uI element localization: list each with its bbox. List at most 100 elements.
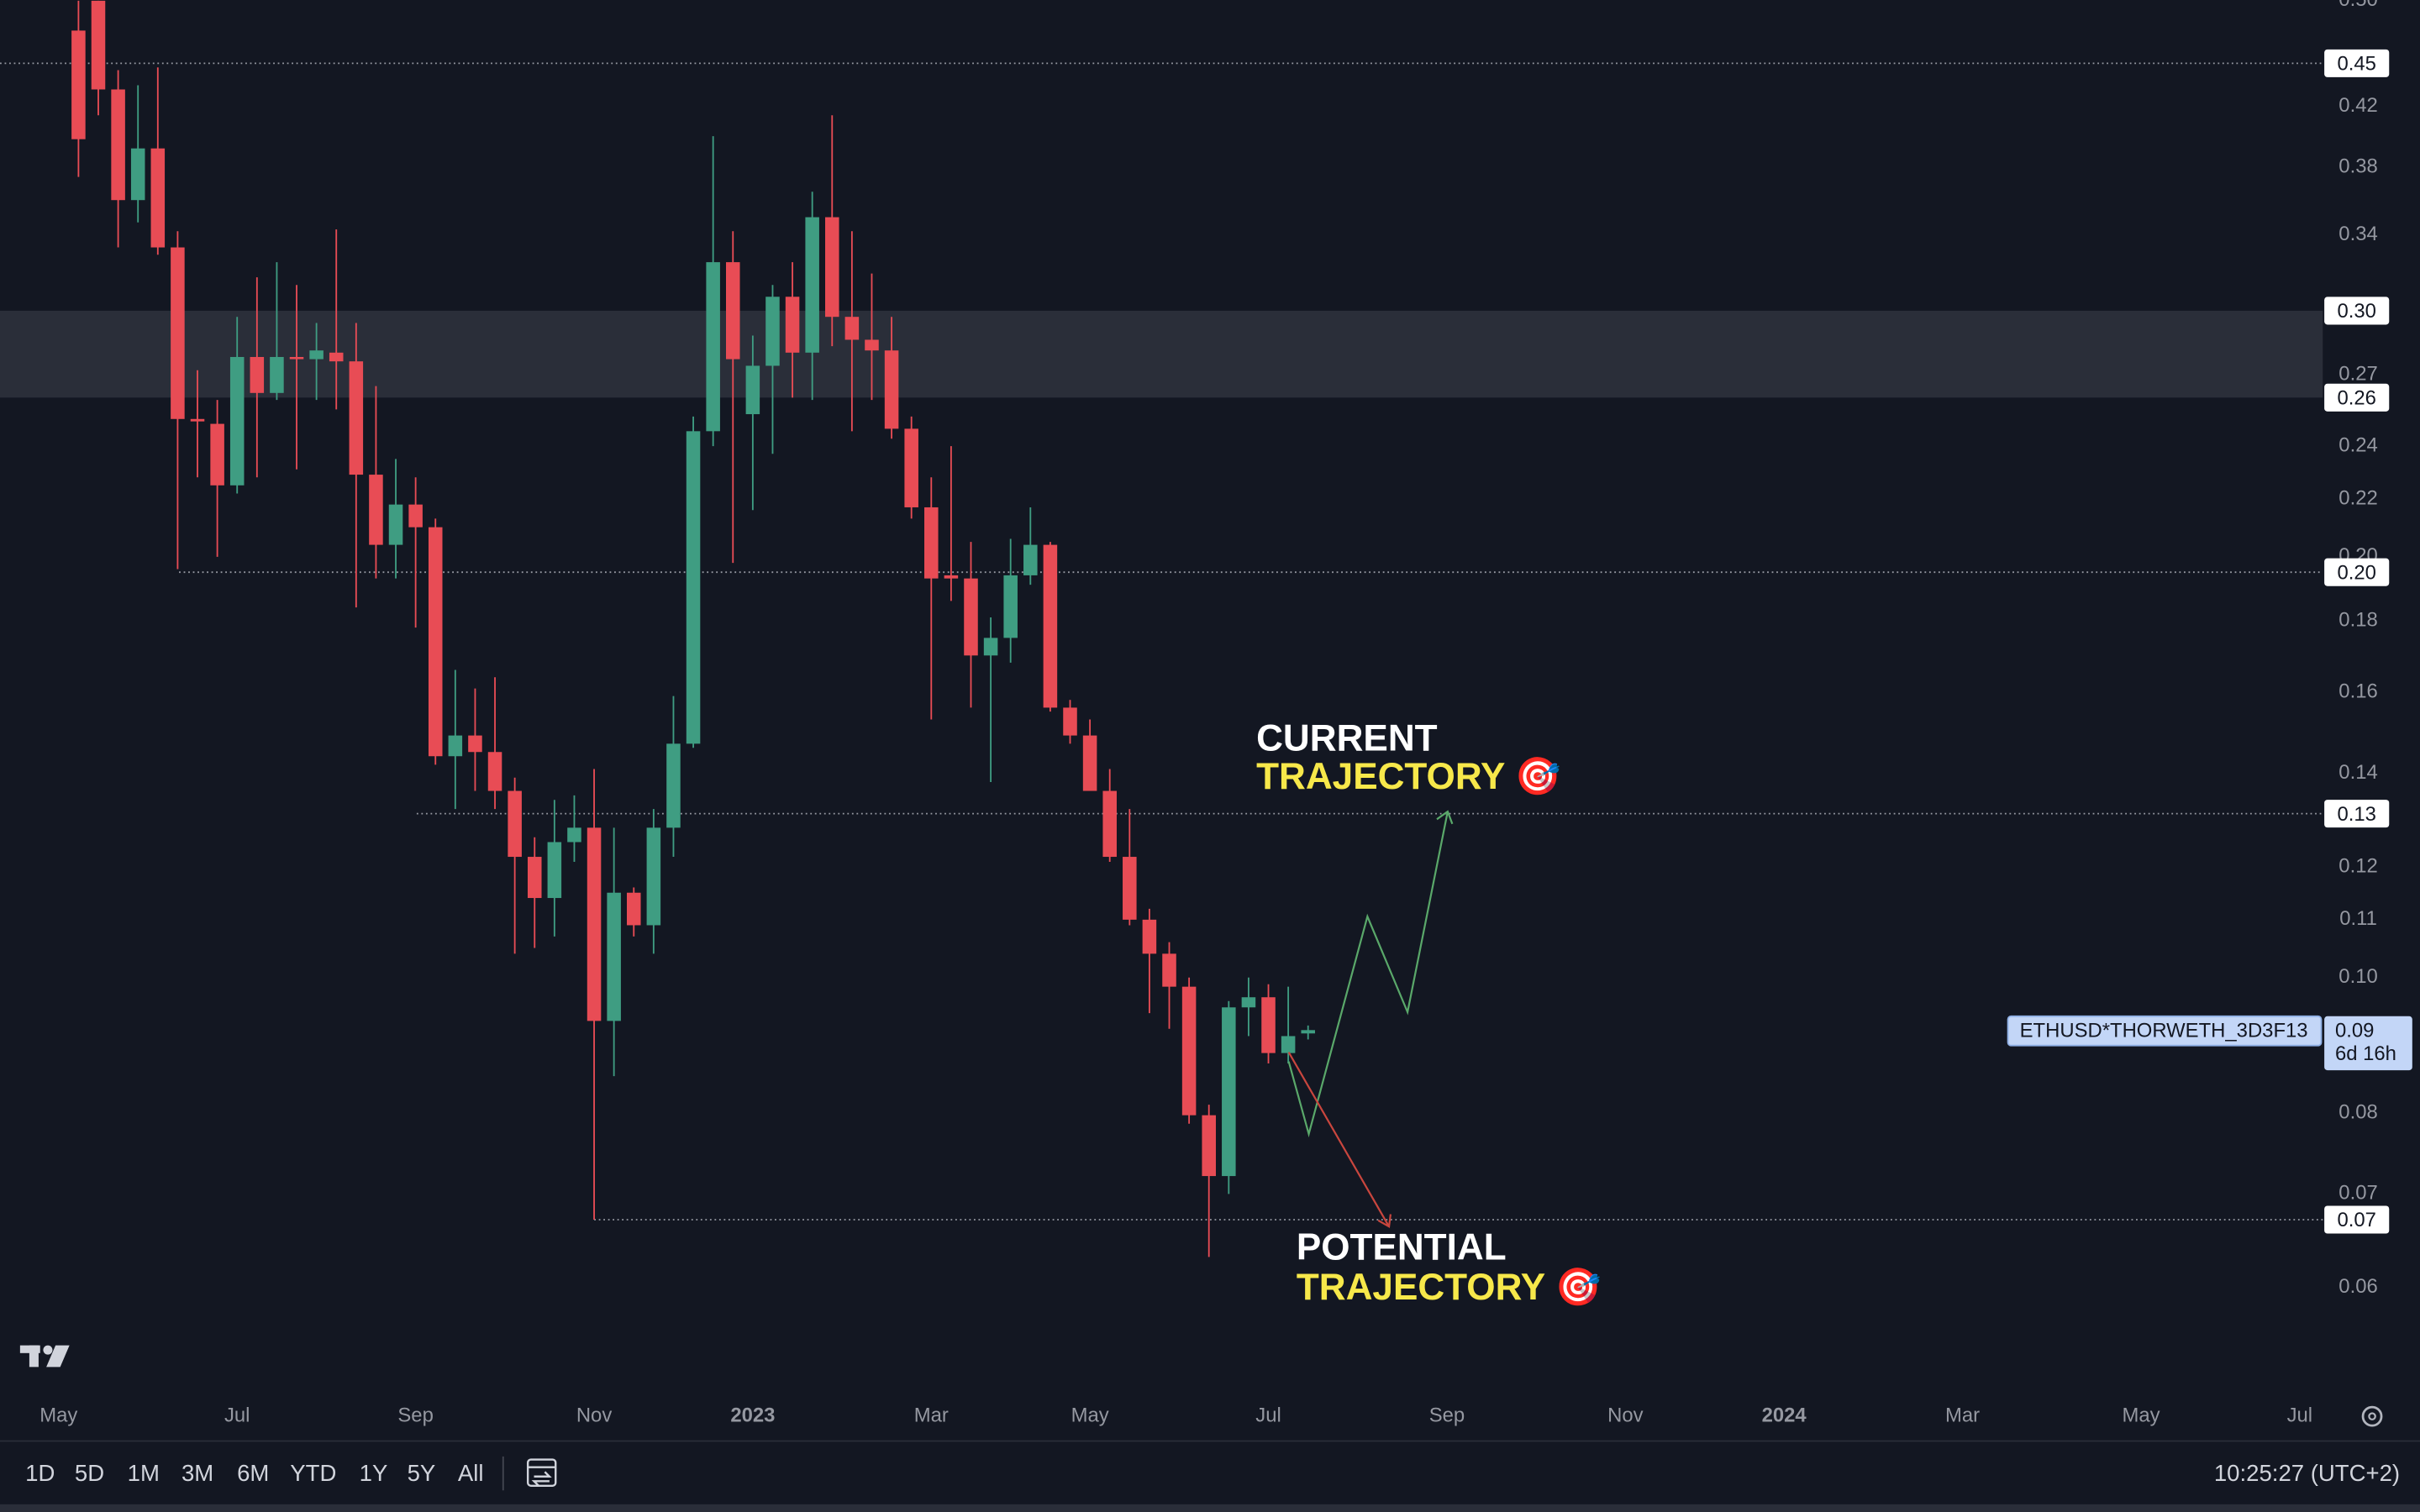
date-range-icon[interactable] [526, 1458, 557, 1487]
candle-body [1123, 857, 1137, 920]
candle-body [666, 743, 681, 828]
countdown: 6d 16h [2335, 1042, 2396, 1065]
candle-body [1082, 735, 1097, 791]
toolbar: 1D 5D 1M 3M 6M YTD 1Y 5Y All [25, 1460, 483, 1486]
bottom-strip [0, 1504, 2420, 1512]
x-tick-label: 2024 [1762, 1404, 1807, 1426]
candle-body [964, 578, 978, 656]
y-tick-label: 0.11 [2339, 907, 2377, 930]
candle-body [130, 148, 145, 201]
candle-body [1241, 997, 1256, 1008]
candle-body [904, 428, 918, 507]
timeframe-button[interactable]: 5D [75, 1460, 104, 1486]
arrow-head [1436, 810, 1454, 825]
candle-body [468, 735, 482, 753]
arrow-head [1377, 1214, 1392, 1228]
level-label-box [2324, 383, 2390, 412]
x-tick-label: Mar [914, 1404, 949, 1426]
candle-body [1222, 1007, 1236, 1177]
candle-layer [71, 0, 1315, 1257]
settings-icon-center [2368, 1412, 2376, 1420]
level-label-box [2324, 297, 2390, 325]
candle-body [487, 752, 502, 791]
candle-body [686, 431, 701, 744]
level-label-box [2324, 49, 2390, 77]
level-label: 0.13 [2337, 803, 2375, 826]
candle-body [111, 89, 125, 201]
x-tick-label: Sep [397, 1404, 433, 1426]
y-tick-label: 0.08 [2338, 1100, 2377, 1123]
candle-body [607, 892, 621, 1021]
y-tick-label: 0.50 [2338, 0, 2377, 11]
candle-body [865, 339, 879, 351]
candle-body [527, 857, 542, 899]
candle-body [1202, 1115, 1216, 1177]
annotation: TRAJECTORY 🎯 [1256, 756, 1561, 797]
timeframe-button[interactable]: 5Y [408, 1460, 436, 1486]
level-layer [0, 62, 2323, 1221]
timeframe-button[interactable]: YTD [290, 1460, 336, 1486]
timeframe-button[interactable]: 1D [25, 1460, 55, 1486]
y-tick-label: 0.14 [2338, 761, 2377, 784]
y-tick-label: 0.22 [2338, 486, 2377, 509]
x-tick-label: Mar [1945, 1404, 1980, 1426]
x-tick-label: Nov [1607, 1404, 1644, 1426]
candle-body [726, 262, 740, 360]
candle-body [587, 827, 602, 1021]
annotation: POTENTIAL [1297, 1226, 1507, 1268]
symbol-label: ETHUSD*THORWETH_3D3F13 [2020, 1019, 2308, 1042]
y-tick-label: 0.18 [2338, 608, 2377, 631]
x-tick-label: May [2122, 1404, 2160, 1426]
timeframe-button[interactable]: 6M [237, 1460, 269, 1486]
candle-body [349, 361, 364, 475]
level-label: 0.45 [2337, 53, 2375, 76]
candle-body [190, 418, 205, 422]
level-label: 0.26 [2337, 386, 2375, 409]
candle-body [1181, 986, 1197, 1116]
candle-body [71, 30, 86, 139]
candle-body [150, 148, 166, 248]
candle-body [309, 350, 324, 360]
timeframe-button[interactable]: 3M [182, 1460, 213, 1486]
candle-body [1281, 1036, 1296, 1053]
level-label: 0.07 [2337, 1209, 2375, 1231]
candle-body [408, 504, 423, 528]
candle-body [448, 735, 463, 757]
candle-body [289, 356, 304, 360]
candle-body [270, 356, 284, 393]
candle-body [924, 507, 939, 579]
candle-body [369, 475, 383, 545]
x-tick-label: May [1071, 1404, 1109, 1426]
axis-layer: 0.50 0.42 0.38 0.34 0.27 0.24 0.22 0.20 0.18 0.16… [39, 0, 2412, 1426]
annotation: TRAJECTORY 🎯 [1297, 1267, 1602, 1308]
timeframe-button[interactable]: All [458, 1460, 484, 1486]
candle-body [1162, 953, 1176, 987]
level-label-box [2324, 558, 2390, 586]
candle-body [428, 527, 443, 757]
y-tick-label: 0.42 [2338, 94, 2377, 117]
candle-body [1142, 919, 1157, 954]
level-label: 0.20 [2337, 561, 2375, 584]
y-tick-label: 0.10 [2338, 965, 2377, 988]
trajectory-up [1287, 811, 1449, 1138]
candle-body [785, 297, 800, 353]
timeframe-button[interactable]: 1M [128, 1460, 160, 1486]
candle-body [983, 638, 998, 656]
candle-body [547, 842, 562, 899]
candle-body [884, 350, 899, 429]
candle-body [508, 790, 522, 858]
last-price-box [2324, 1016, 2412, 1071]
candle-body [844, 317, 860, 340]
timeframe-button[interactable]: 1Y [360, 1460, 388, 1486]
candle-body [329, 352, 344, 362]
candle-body [805, 217, 819, 353]
y-tick-label: 0.24 [2338, 433, 2377, 456]
annotation: CURRENT [1256, 717, 1438, 759]
settings-icon[interactable] [2361, 1405, 2383, 1427]
candle-body [1063, 707, 1077, 736]
x-tick-label: Jul [2287, 1404, 2313, 1426]
last-price-label: 0.09 [2335, 1019, 2374, 1042]
